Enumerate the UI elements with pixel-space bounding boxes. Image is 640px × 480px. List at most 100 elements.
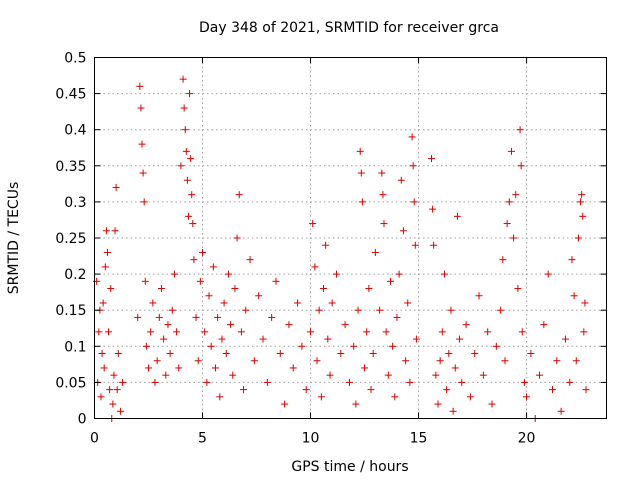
data-point [192, 313, 200, 321]
data-point [445, 350, 453, 358]
data-point [294, 299, 302, 307]
y-tick-label: 0.05 [55, 375, 86, 391]
data-point [399, 227, 407, 235]
data-point [189, 220, 197, 228]
data-point [95, 328, 103, 336]
data-point [235, 191, 243, 199]
data-point [536, 371, 544, 379]
data-point [227, 321, 235, 329]
data-point [505, 198, 513, 206]
data-point [98, 350, 106, 358]
data-point [579, 212, 587, 220]
y-tick-label: 0.2 [64, 267, 86, 283]
data-point [170, 270, 178, 278]
data-point [384, 371, 392, 379]
data-point [112, 183, 120, 191]
data-point [183, 176, 191, 184]
data-point [451, 364, 459, 372]
x-tick-label: 20 [518, 431, 536, 447]
data-point [520, 378, 528, 386]
y-tick-label: 0.5 [64, 51, 86, 67]
data-point [354, 306, 362, 314]
data-point [160, 335, 168, 343]
data-point [488, 400, 496, 408]
data-point [211, 364, 219, 372]
y-tick-label: 0.45 [55, 87, 86, 103]
data-point [497, 306, 505, 314]
data-point [574, 234, 582, 242]
data-point [517, 162, 525, 170]
data-point [214, 313, 222, 321]
data-point [428, 155, 436, 163]
data-point [357, 169, 365, 177]
data-point [151, 378, 159, 386]
data-point [179, 75, 187, 83]
y-tick-label: 0.4 [64, 123, 86, 139]
data-point [514, 285, 522, 293]
data-point [166, 350, 174, 358]
data-point [315, 306, 323, 314]
x-tick-label: 10 [302, 431, 320, 447]
data-point [356, 147, 364, 155]
data-point [218, 335, 226, 343]
data-point [499, 256, 507, 264]
y-tick-label: 0.35 [55, 159, 86, 175]
data-point [456, 335, 464, 343]
data-point [380, 220, 388, 228]
data-point [164, 321, 172, 329]
data-point [313, 357, 321, 365]
data-point [255, 292, 263, 300]
data-point [136, 82, 144, 90]
data-point [102, 227, 110, 235]
data-point [114, 350, 122, 358]
data-point [137, 104, 145, 112]
data-point [578, 191, 586, 199]
data-point [361, 364, 369, 372]
data-point [345, 378, 353, 386]
data-point [449, 407, 457, 415]
data-point [523, 393, 531, 401]
data-point [149, 299, 157, 307]
y-tick-label: 0.15 [55, 303, 86, 319]
labels-layer: 0 0.05 0.1 0.15 0.2 0.25 0.3 0.35 0.4 0.45 0.5 0 5 10… [55, 51, 535, 447]
y-axis-label: SRMTID / TECUs [6, 182, 22, 295]
data-point [109, 400, 117, 408]
y-tick-label: 0.25 [55, 231, 86, 247]
data-point [492, 342, 500, 350]
data-point [168, 306, 176, 314]
data-point [548, 386, 556, 394]
data-point [458, 378, 466, 386]
data-point [503, 220, 511, 228]
data-point [540, 321, 548, 329]
data-point [106, 386, 114, 394]
data-point [242, 306, 250, 314]
data-point [302, 386, 310, 394]
data-point [580, 328, 588, 336]
x-tick-label: 15 [410, 431, 428, 447]
data-point [411, 241, 419, 249]
data-point [157, 285, 165, 293]
data-point [205, 292, 213, 300]
data-point [328, 299, 336, 307]
data-point [119, 378, 127, 386]
data-point [365, 285, 373, 293]
x-tick-label: 5 [198, 431, 207, 447]
data-point [216, 393, 224, 401]
data-point [371, 248, 379, 256]
data-point [363, 328, 371, 336]
data-point [352, 400, 360, 408]
data-point [326, 371, 334, 379]
data-point [410, 198, 418, 206]
data-point [272, 277, 280, 285]
data-point [367, 386, 375, 394]
chart-title: Day 348 of 2021, SRMTID for receiver grc… [199, 20, 499, 36]
data-point [100, 364, 108, 372]
data-point [447, 306, 455, 314]
data-point [341, 321, 349, 329]
data-point [138, 140, 146, 148]
data-point [276, 350, 284, 358]
data-point [518, 328, 526, 336]
data-point [379, 191, 387, 199]
data-point [139, 169, 147, 177]
points-layer [93, 75, 590, 422]
